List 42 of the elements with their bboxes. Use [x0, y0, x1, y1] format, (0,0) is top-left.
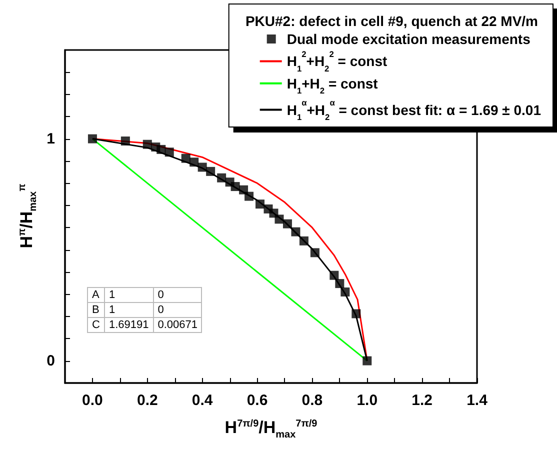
x-tick-label: 0.2 — [136, 392, 158, 409]
annotation: 1 — [104, 288, 154, 302]
x-tick-label: 1.0 — [356, 392, 378, 409]
point — [299, 236, 308, 246]
point — [282, 219, 292, 228]
legend-title: PKU#2: defect in cell #9, quench at 22 MV/m — [245, 13, 538, 29]
point — [142, 140, 152, 149]
point — [190, 158, 199, 167]
point — [330, 270, 339, 280]
point — [88, 134, 97, 144]
annotation: 1 — [104, 302, 154, 318]
x-tick-label: 0.8 — [302, 392, 323, 409]
point — [230, 182, 240, 192]
point — [217, 173, 226, 182]
annotation: 0.00671 — [153, 318, 202, 332]
point — [120, 136, 130, 146]
point — [291, 227, 300, 236]
annotation: 1.69191 — [104, 318, 154, 332]
x-tick-label: 0.0 — [82, 392, 103, 409]
point — [206, 166, 216, 176]
x-tick-label: 1.2 — [412, 392, 432, 409]
point — [256, 200, 265, 209]
x-tick-label: 0.6 — [246, 392, 268, 409]
point — [310, 248, 320, 258]
point — [164, 148, 174, 157]
annotation: A — [88, 288, 104, 302]
annotation: B — [88, 302, 104, 318]
legend-label: Dual mode excitation measurements — [286, 31, 531, 47]
point — [340, 287, 350, 296]
point — [335, 279, 344, 288]
point — [156, 144, 166, 154]
point — [352, 309, 361, 318]
x-tick-label: 1.4 — [466, 392, 488, 409]
annotation: 0 — [153, 302, 202, 318]
point — [274, 214, 284, 224]
point — [198, 162, 207, 172]
point — [181, 154, 190, 163]
point — [244, 192, 254, 201]
point — [362, 356, 372, 366]
x-tick-label: 0.4 — [192, 392, 214, 409]
annotation: 0 — [153, 288, 202, 302]
annotation: C — [88, 318, 104, 332]
